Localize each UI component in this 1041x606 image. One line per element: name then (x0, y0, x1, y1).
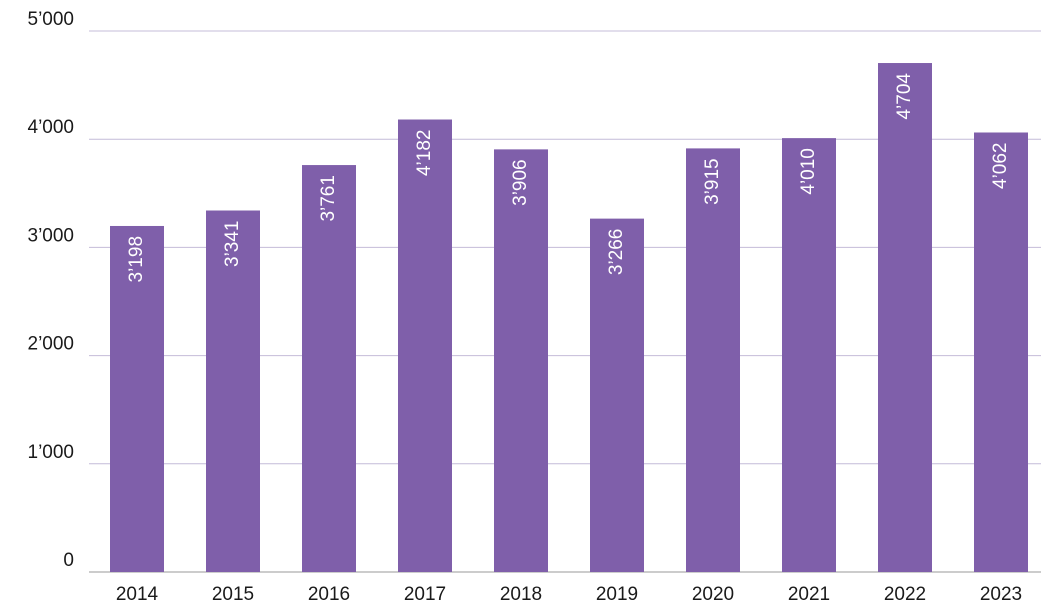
bar (206, 210, 260, 573)
x-tick-label: 2020 (692, 584, 734, 605)
bar (782, 138, 836, 573)
value-label: 3’266 (606, 229, 627, 276)
y-tick-label: 5’000 (28, 9, 75, 30)
x-tick-label: 2023 (980, 584, 1022, 605)
x-tick-label: 2015 (212, 584, 254, 605)
y-tick-label: 0 (63, 550, 74, 571)
bar (686, 148, 740, 572)
bar (302, 165, 356, 572)
x-tick-label: 2016 (308, 584, 350, 605)
x-tick-label: 2021 (788, 584, 830, 605)
x-tick-label: 2022 (884, 584, 926, 605)
x-tick-label: 2018 (500, 584, 542, 605)
bar (398, 119, 452, 572)
value-label: 4’182 (414, 130, 435, 177)
x-tick-label: 2017 (404, 584, 446, 605)
bar (974, 132, 1028, 573)
bar (110, 225, 164, 573)
value-label: 3’915 (702, 158, 723, 205)
y-tick-label: 2’000 (28, 334, 75, 355)
value-label: 4’062 (990, 142, 1011, 189)
x-tick-label: 2014 (116, 584, 159, 605)
value-label: 3’761 (318, 175, 339, 222)
y-tick-label: 4’000 (28, 117, 75, 138)
value-label: 3’198 (126, 236, 147, 282)
bar (878, 63, 932, 573)
x-tick-label: 2019 (596, 584, 638, 605)
value-label: 3’341 (222, 221, 243, 267)
bar (494, 149, 548, 573)
y-tick-label: 1’000 (28, 442, 75, 463)
y-tick-label: 3’000 (28, 225, 75, 246)
value-label: 4’704 (894, 73, 915, 120)
value-label: 4’010 (798, 148, 819, 195)
bar (590, 218, 644, 572)
value-label: 3’906 (510, 159, 531, 206)
